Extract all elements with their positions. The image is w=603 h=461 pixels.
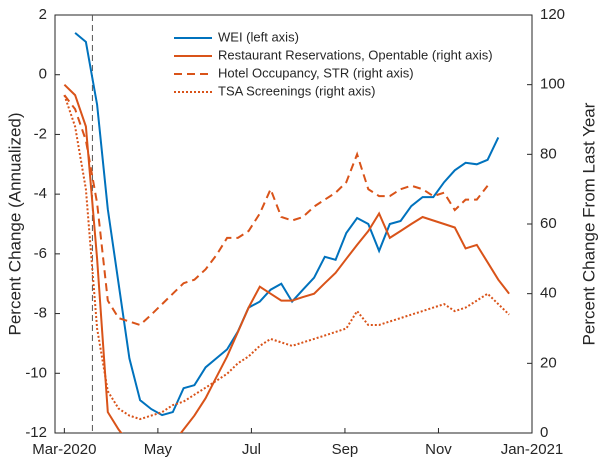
legend-label: Restaurant Reservations, Opentable (righ… bbox=[218, 47, 493, 62]
x-tick-label: Jan-2021 bbox=[501, 441, 564, 458]
y-axis-label: Percent Change (Annualized) bbox=[5, 112, 24, 335]
series-line bbox=[63, 94, 489, 327]
series-line bbox=[63, 94, 510, 421]
y2-tick-label: 20 bbox=[540, 354, 557, 371]
y-tick-label: 2 bbox=[39, 6, 47, 23]
y2-tick-label: 40 bbox=[540, 285, 557, 302]
x-tick-label: Nov bbox=[425, 441, 452, 458]
y-tick-label: -4 bbox=[34, 185, 47, 202]
y2-axis-label: Percent Change From Last Year bbox=[579, 102, 598, 345]
x-tick-label: Jul bbox=[242, 441, 261, 458]
legend-label: Hotel Occupancy, STR (right axis) bbox=[218, 65, 414, 80]
legend: WEI (left axis) Restaurant Reservations, … bbox=[168, 26, 523, 104]
y2-tick-label: 0 bbox=[540, 424, 548, 441]
series-line bbox=[74, 32, 500, 417]
y-tick-label: -6 bbox=[34, 245, 47, 262]
y-tick-label: 0 bbox=[39, 66, 47, 83]
legend-box bbox=[168, 26, 523, 104]
y2-tick-label: 100 bbox=[540, 76, 565, 93]
series-line bbox=[63, 83, 510, 433]
legend-label: TSA Screenings (right axis) bbox=[218, 83, 376, 98]
y2-tick-label: 60 bbox=[540, 215, 557, 232]
x-tick-label: May bbox=[144, 441, 173, 458]
y-tick-label: -2 bbox=[34, 125, 47, 142]
legend-label: WEI (left axis) bbox=[218, 29, 299, 44]
y-tick-label: -12 bbox=[25, 424, 47, 441]
x-tick-label: Sep bbox=[332, 441, 359, 458]
y2-tick-label: 80 bbox=[540, 145, 557, 162]
x-tick-label: Mar-2020 bbox=[32, 441, 96, 458]
plot-lines bbox=[63, 15, 510, 433]
y-tick-label: -8 bbox=[34, 305, 47, 322]
y-tick-label: -10 bbox=[25, 364, 47, 381]
y2-tick-label: 120 bbox=[540, 6, 565, 23]
